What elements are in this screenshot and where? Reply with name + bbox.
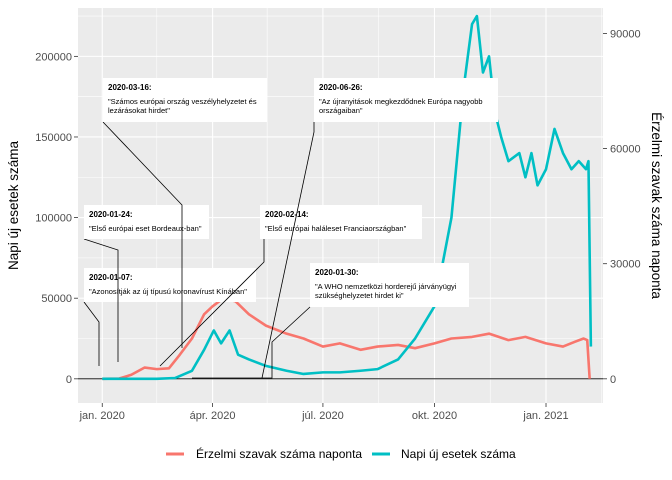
series-line-emotion: [102, 296, 591, 381]
x-tick-label: jan. 2020: [79, 410, 125, 422]
annotation-text: szükséghelyzetet hirdet ki": [315, 291, 404, 300]
annotation-box: [260, 205, 422, 239]
annotation-box: [314, 78, 498, 122]
annotation-text: "Első európai haláleset Franciaországban…: [265, 224, 407, 233]
x-tick-label: ápr. 2020: [190, 410, 236, 422]
y-axis-left-title: Napi új esetek száma: [6, 140, 21, 270]
annotation-box: [310, 263, 469, 307]
annotation-leader-line: [192, 306, 311, 379]
annotation-date: 2020-01-07:: [89, 273, 133, 282]
annotation-text: országaiban": [319, 106, 363, 115]
annotations: 2020-01-07: "Azonosítják az új típusú kor…: [83, 78, 498, 379]
annotation-leader-line: [159, 239, 265, 367]
annotation-leader-line: [102, 121, 183, 348]
x-tick-label: okt. 2020: [412, 410, 457, 422]
y-right-tick-label: 60000: [610, 144, 641, 156]
axes: 0 50000 100000 150000 200000 0 30000 60000 90000…: [35, 28, 640, 422]
annotation-leader-line: [261, 122, 315, 379]
annotation-date: 2020-06-26:: [319, 83, 363, 92]
annotation-leader-line: [83, 301, 100, 366]
legend: Érzelmi szavak száma naponta Napi új ese…: [166, 446, 516, 461]
series-line-cases: [102, 14, 593, 381]
annotation-leader-line: [83, 238, 119, 362]
y-left-tick-label: 150000: [35, 132, 72, 144]
annotation-text: "Az újranyitások megkezdődnek Európa nag…: [319, 97, 483, 106]
annotation-text: "Számos európai ország veszélyhelyzetet …: [108, 97, 257, 106]
annotation-date: 2020-01-24:: [89, 210, 133, 219]
y-left-tick-label: 0: [66, 374, 72, 386]
annotation-date: 2020-02-14:: [265, 210, 309, 219]
x-tick-label: júl. 2020: [301, 410, 344, 422]
annotation-text: "A WHO nemzetközi horderejű járványügyi: [315, 282, 457, 291]
annotation-box: [103, 78, 267, 122]
legend-label-cases: Napi új esetek száma: [401, 447, 516, 461]
annotation-box: [84, 205, 209, 239]
y-right-tick-label: 30000: [610, 259, 641, 271]
y-left-tick-label: 100000: [35, 213, 72, 225]
y-left-tick-label: 200000: [35, 51, 72, 63]
y-left-tick-label: 50000: [41, 293, 72, 305]
legend-label-emotion: Érzelmi szavak száma naponta: [196, 446, 362, 461]
y-axis-right-title: Érzelmi szavak száma naponta: [649, 112, 664, 299]
annotation-date: 2020-01-30:: [315, 268, 359, 277]
annotation-text: "Első európai eset Bordeaux-ban": [89, 224, 202, 233]
series-lines: [102, 14, 593, 381]
y-right-tick-label: 90000: [610, 28, 641, 40]
y-right-tick-label: 0: [610, 374, 616, 386]
annotation-text: lezárásokat hirdet": [108, 106, 170, 115]
annotation-date: 2020-03-16:: [108, 83, 152, 92]
x-tick-label: jan. 2021: [522, 410, 568, 422]
annotation-text: "Azonosítják az új típusú koronavírust K…: [89, 287, 247, 296]
annotation-box: [84, 268, 256, 302]
